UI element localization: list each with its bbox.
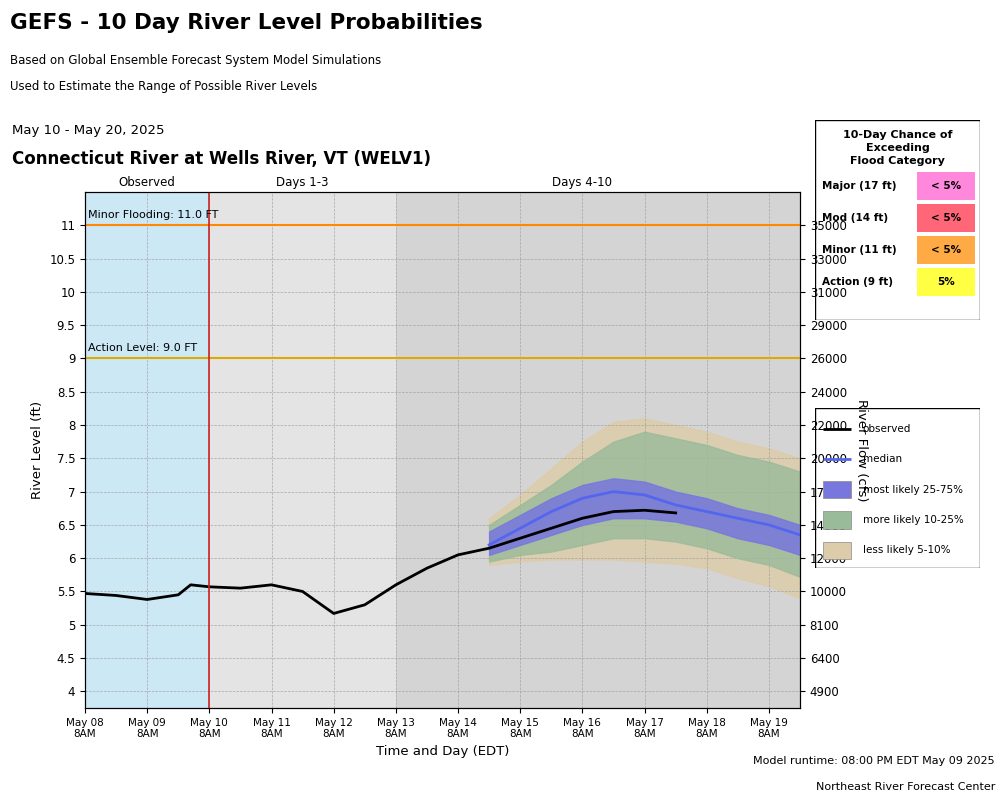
Text: observed: observed [863,424,911,434]
Text: Connecticut River at Wells River, VT (WELV1): Connecticut River at Wells River, VT (WE… [12,150,431,168]
Text: Model runtime: 08:00 PM EDT May 09 2025: Model runtime: 08:00 PM EDT May 09 2025 [753,757,995,766]
Y-axis label: River Flow (cfs): River Flow (cfs) [855,398,868,502]
Text: median: median [863,454,902,464]
Bar [917,204,975,232]
X-axis label: Time and Day (EDT): Time and Day (EDT) [376,745,509,758]
Text: Based on Global Ensemble Forecast System Model Simulations: Based on Global Ensemble Forecast System… [10,54,381,67]
Bar [209,192,396,708]
Text: 10-Day Chance of
Exceeding
Flood Category: 10-Day Chance of Exceeding Flood Categor… [843,130,952,166]
Text: Major (17 ft): Major (17 ft) [822,181,896,191]
Y-axis label: River Level (ft): River Level (ft) [31,401,44,499]
Text: more likely 10-25%: more likely 10-25% [863,515,964,525]
Bar [917,172,975,200]
Text: Minor Flooding: 11.0 FT: Minor Flooding: 11.0 FT [88,210,218,220]
Text: Days 4-10: Days 4-10 [552,177,612,190]
Text: Observed: Observed [119,177,176,190]
Text: Action (9 ft): Action (9 ft) [822,277,893,287]
Text: Northeast River Forecast Center: Northeast River Forecast Center [816,782,995,792]
Text: Minor (11 ft): Minor (11 ft) [822,245,896,255]
Text: Used to Estimate the Range of Possible River Levels: Used to Estimate the Range of Possible R… [10,80,317,93]
Bar [917,236,975,264]
Text: 5%: 5% [937,277,955,287]
Bar [917,268,975,296]
Bar [396,192,800,708]
Bar [85,192,209,708]
Text: < 5%: < 5% [931,181,961,191]
Text: May 10 - May 20, 2025: May 10 - May 20, 2025 [12,124,164,137]
Text: Action Level: 9.0 FT: Action Level: 9.0 FT [88,343,197,353]
Bar [823,511,851,529]
Text: less likely 5-10%: less likely 5-10% [863,546,950,555]
Text: Mod (14 ft): Mod (14 ft) [822,213,888,223]
Bar [823,481,851,498]
Text: GEFS - 10 Day River Level Probabilities: GEFS - 10 Day River Level Probabilities [10,13,483,33]
Text: < 5%: < 5% [931,213,961,223]
Bar [823,542,851,559]
Text: < 5%: < 5% [931,245,961,255]
Text: Days 1-3: Days 1-3 [276,177,329,190]
Text: most likely 25-75%: most likely 25-75% [863,485,963,494]
